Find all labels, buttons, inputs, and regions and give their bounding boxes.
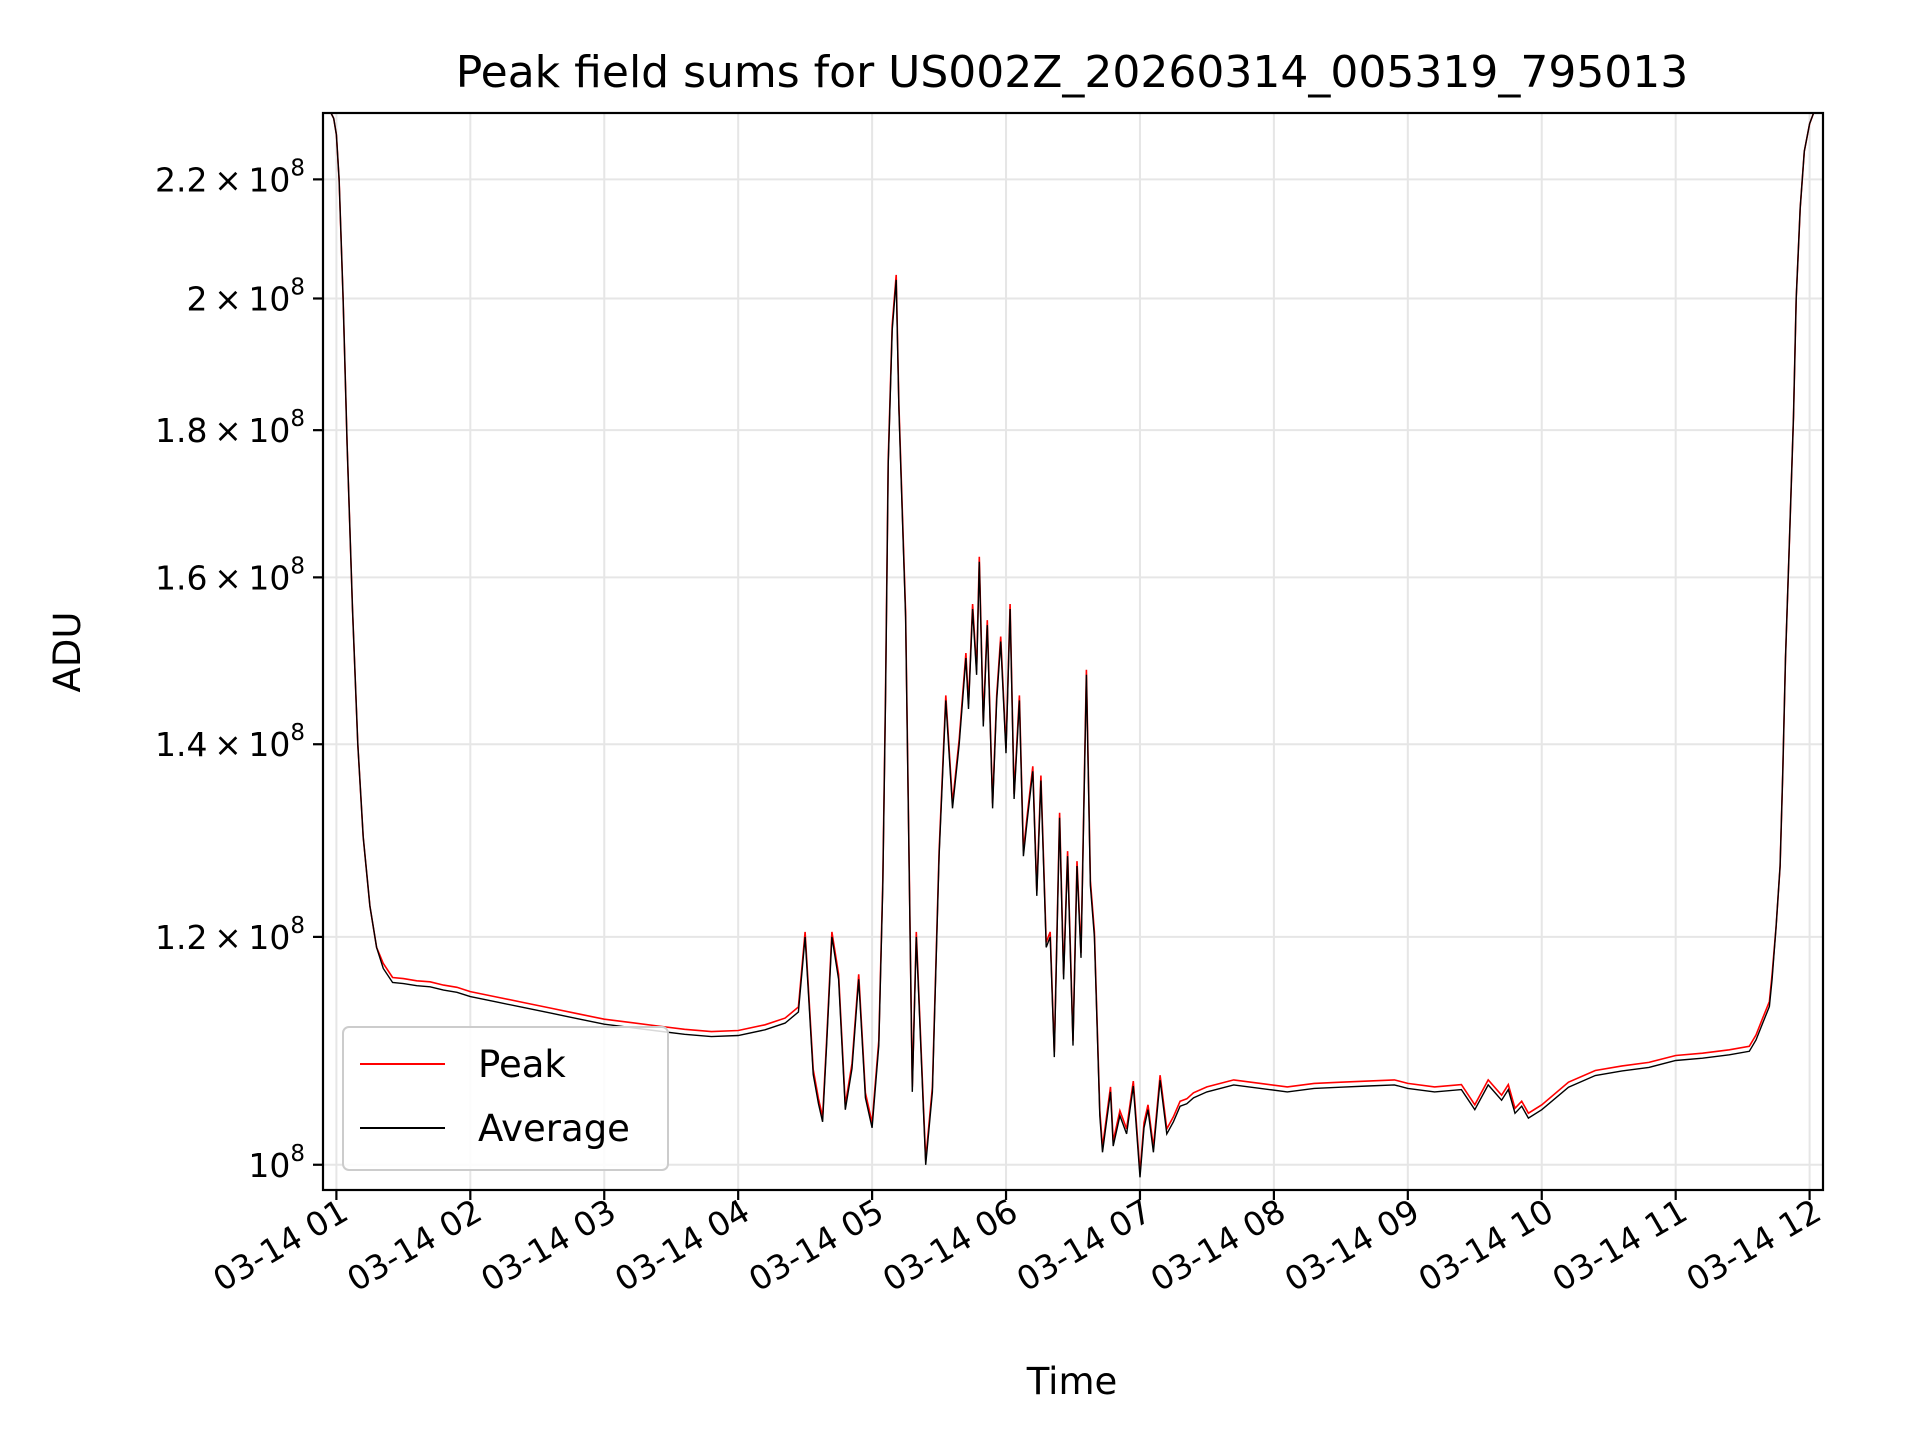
- y-tick-mantissa: 1.6 × 10: [155, 558, 290, 597]
- legend-box: [342, 1026, 669, 1171]
- y-tick-exponent: 8: [290, 406, 305, 432]
- y-tick-label: 2.2 × 108: [155, 155, 305, 199]
- y-tick-exponent: 8: [290, 274, 305, 300]
- x-tick-label: 03-14 08: [1144, 1191, 1292, 1299]
- y-tick-label: 108: [248, 1141, 305, 1185]
- legend-label-average: Average: [478, 1107, 630, 1150]
- x-tick-label: 03-14 05: [742, 1191, 890, 1299]
- series-layer: [330, 113, 1815, 1178]
- y-tick-mantissa: 1.2 × 10: [155, 918, 290, 957]
- y-tick-mantissa: 2.2 × 10: [155, 160, 290, 199]
- x-tick-label: 03-14 02: [340, 1191, 488, 1299]
- y-tick-exponent: 8: [290, 155, 305, 181]
- legend: Peak Average: [342, 1026, 669, 1171]
- x-tick-label: 03-14 11: [1546, 1191, 1694, 1299]
- x-tick-label: 03-14 07: [1010, 1191, 1158, 1299]
- x-tick-label: 03-14 04: [608, 1191, 756, 1299]
- y-tick-exponent: 8: [290, 553, 305, 579]
- grid-layer: [323, 113, 1823, 1190]
- plot-frame: [321, 111, 1825, 1192]
- x-tick-label: 03-14 06: [876, 1191, 1024, 1299]
- y-tick-mantissa: 1.4 × 10: [155, 725, 290, 764]
- x-tick-label: 03-14 03: [474, 1191, 622, 1299]
- y-tick-label: 1.2 × 108: [155, 913, 305, 957]
- x-tick-label: 03-14 09: [1278, 1191, 1426, 1299]
- series-line-average: [330, 113, 1815, 1178]
- y-tick-mantissa: 10: [248, 1146, 290, 1185]
- chart-title: Peak field sums for US002Z_20260314_0053…: [456, 47, 1689, 98]
- y-tick-label: 1.4 × 108: [155, 720, 305, 764]
- y-axis-label: ADU: [46, 612, 89, 693]
- y-tick-mantissa: 2 × 10: [187, 279, 291, 318]
- y-tick-exponent: 8: [290, 720, 305, 746]
- y-tick-exponent: 8: [290, 1141, 305, 1167]
- x-axis-label: Time: [1026, 1360, 1118, 1403]
- y-tick-label: 1.8 × 108: [155, 406, 305, 450]
- x-tick-label: 03-14 12: [1680, 1191, 1828, 1299]
- legend-label-peak: Peak: [478, 1043, 566, 1086]
- y-tick-label: 2 × 108: [187, 274, 305, 318]
- x-tick-label: 03-14 01: [206, 1191, 354, 1299]
- x-tick-label: 03-14 10: [1412, 1191, 1560, 1299]
- y-tick-exponent: 8: [290, 913, 305, 939]
- y-tick-label: 1.6 × 108: [155, 553, 305, 597]
- y-tick-mantissa: 1.8 × 10: [155, 411, 290, 450]
